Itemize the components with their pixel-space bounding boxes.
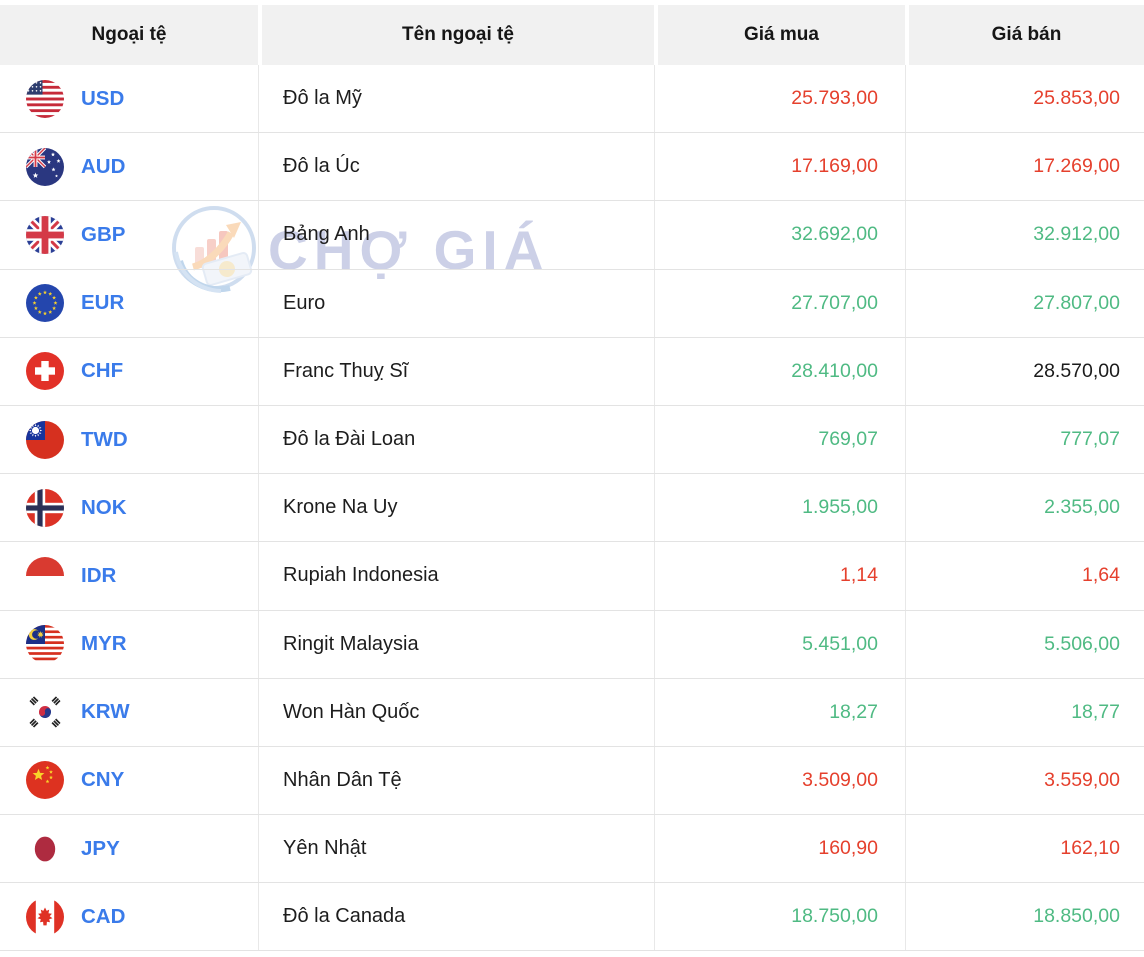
- currency-cell: NOK: [0, 474, 258, 541]
- buy-price: 5.451,00: [654, 610, 905, 678]
- sell-price: 3.559,00: [905, 746, 1144, 815]
- twd-flag-icon: [26, 420, 64, 459]
- sell-price: 27.807,00: [905, 269, 1144, 337]
- sell-price: 162,10: [905, 815, 1144, 883]
- buy-price: 25.793,00: [654, 65, 905, 133]
- currency-name: Đô la Mỹ: [258, 65, 654, 133]
- currency-cell: JPY: [0, 815, 258, 882]
- buy-price: 1.955,00: [654, 474, 905, 542]
- myr-flag-icon: [26, 625, 64, 664]
- sell-price: 2.355,00: [905, 474, 1144, 542]
- currency-cell: GBP: [0, 201, 258, 268]
- krw-flag-icon: [26, 693, 64, 732]
- aud-flag-icon: [26, 147, 64, 186]
- usd-flag-icon: [26, 79, 64, 118]
- cad-flag-icon: [26, 897, 64, 936]
- currency-cell: EUR: [0, 270, 258, 337]
- header-sell-price: Giá bán: [905, 5, 1144, 65]
- currency-cell: TWD: [0, 406, 258, 473]
- buy-price: 32.692,00: [654, 201, 905, 269]
- currency-code-link[interactable]: GBP: [81, 222, 126, 246]
- nok-flag-icon: [26, 488, 64, 527]
- currency-name: Nhân Dân Tệ: [258, 746, 654, 815]
- currency-name: Euro: [258, 269, 654, 337]
- currency-name: Đô la Úc: [258, 133, 654, 201]
- currency-code-link[interactable]: CAD: [81, 904, 126, 928]
- currency-row: CAD Đô la Canada 18.750,00 18.850,00: [0, 883, 1144, 952]
- currency-name: Won Hàn Quốc: [258, 678, 654, 746]
- buy-price: 1,14: [654, 542, 905, 610]
- currency-row: TWD Đô la Đài Loan 769,07 777,07: [0, 405, 1144, 475]
- currency-cell: CNY: [0, 747, 258, 814]
- currency-cell: CAD: [0, 883, 258, 950]
- currency-code-link[interactable]: KRW: [81, 700, 130, 724]
- currency-code-link[interactable]: MYR: [81, 632, 127, 656]
- currency-cell: KRW: [0, 679, 258, 746]
- sell-price: 32.912,00: [905, 201, 1144, 269]
- currency-name: Franc Thuỵ Sĩ: [258, 337, 654, 405]
- currency-row: GBP Bảng Anh 32.692,00 32.912,00: [0, 201, 1144, 270]
- buy-price: 17.169,00: [654, 133, 905, 201]
- currency-cell: USD: [0, 65, 258, 132]
- currency-name: Krone Na Uy: [258, 474, 654, 542]
- currency-code-link[interactable]: JPY: [81, 836, 120, 860]
- currency-row: MYR Ringit Malaysia 5.451,00 5.506,00: [0, 610, 1144, 679]
- currency-row: KRW Won Hàn Quốc 18,27 18,77: [0, 678, 1144, 747]
- table-header: Ngoại tệ Tên ngoại tệ Giá mua Giá bán: [0, 5, 1144, 65]
- cny-flag-icon: [26, 761, 64, 800]
- header-currency: Ngoại tệ: [0, 5, 258, 65]
- currency-row: CHF Franc Thuỵ Sĩ 28.410,00 28.570,00: [0, 337, 1144, 406]
- currency-code-link[interactable]: NOK: [81, 495, 127, 519]
- sell-price: 18.850,00: [905, 883, 1144, 951]
- buy-price: 27.707,00: [654, 269, 905, 337]
- chf-flag-icon: [26, 352, 64, 391]
- currency-row: CNY Nhân Dân Tệ 3.509,00 3.559,00: [0, 746, 1144, 816]
- currency-name: Ringit Malaysia: [258, 610, 654, 678]
- currency-code-link[interactable]: IDR: [81, 563, 117, 587]
- currency-cell: IDR: [0, 542, 258, 609]
- sell-price: 777,07: [905, 405, 1144, 474]
- currency-row: EUR Euro 27.707,00 27.807,00: [0, 269, 1144, 338]
- currency-code-link[interactable]: USD: [81, 86, 125, 110]
- gbp-flag-icon: [26, 215, 64, 254]
- currency-code-link[interactable]: EUR: [81, 291, 125, 315]
- buy-price: 18,27: [654, 678, 905, 746]
- currency-name: Bảng Anh: [258, 201, 654, 269]
- idr-flag-icon: [26, 556, 64, 595]
- jpy-flag-icon: [26, 829, 64, 868]
- currency-row: NOK Krone Na Uy 1.955,00 2.355,00: [0, 474, 1144, 543]
- currency-name: Rupiah Indonesia: [258, 542, 654, 610]
- sell-price: 18,77: [905, 678, 1144, 746]
- table-body: USD Đô la Mỹ 25.793,00 25.853,00 AUD Đô …: [0, 65, 1144, 952]
- currency-cell: MYR: [0, 611, 258, 678]
- currency-name: Yên Nhật: [258, 815, 654, 883]
- sell-price: 25.853,00: [905, 65, 1144, 133]
- sell-price: 5.506,00: [905, 610, 1144, 678]
- sell-price: 17.269,00: [905, 133, 1144, 201]
- currency-row: AUD Đô la Úc 17.169,00 17.269,00: [0, 133, 1144, 202]
- currency-name: Đô la Đài Loan: [258, 405, 654, 474]
- buy-price: 769,07: [654, 405, 905, 474]
- exchange-rate-table: Ngoại tệ Tên ngoại tệ Giá mua Giá bán US…: [0, 5, 1144, 952]
- currency-row: USD Đô la Mỹ 25.793,00 25.853,00: [0, 65, 1144, 134]
- sell-price: 28.570,00: [905, 337, 1144, 405]
- currency-row: IDR Rupiah Indonesia 1,14 1,64: [0, 542, 1144, 611]
- buy-price: 18.750,00: [654, 883, 905, 951]
- currency-code-link[interactable]: CNY: [81, 768, 125, 792]
- currency-cell: CHF: [0, 338, 258, 405]
- eur-flag-icon: [26, 284, 64, 323]
- currency-name: Đô la Canada: [258, 883, 654, 951]
- currency-code-link[interactable]: CHF: [81, 359, 124, 383]
- sell-price: 1,64: [905, 542, 1144, 610]
- header-currency-name: Tên ngoại tệ: [258, 5, 654, 65]
- currency-code-link[interactable]: AUD: [81, 154, 126, 178]
- currency-code-link[interactable]: TWD: [81, 427, 128, 451]
- buy-price: 3.509,00: [654, 746, 905, 815]
- currency-row: JPY Yên Nhật 160,90 162,10: [0, 815, 1144, 884]
- header-buy-price: Giá mua: [654, 5, 905, 65]
- buy-price: 160,90: [654, 815, 905, 883]
- buy-price: 28.410,00: [654, 337, 905, 405]
- currency-cell: AUD: [0, 133, 258, 200]
